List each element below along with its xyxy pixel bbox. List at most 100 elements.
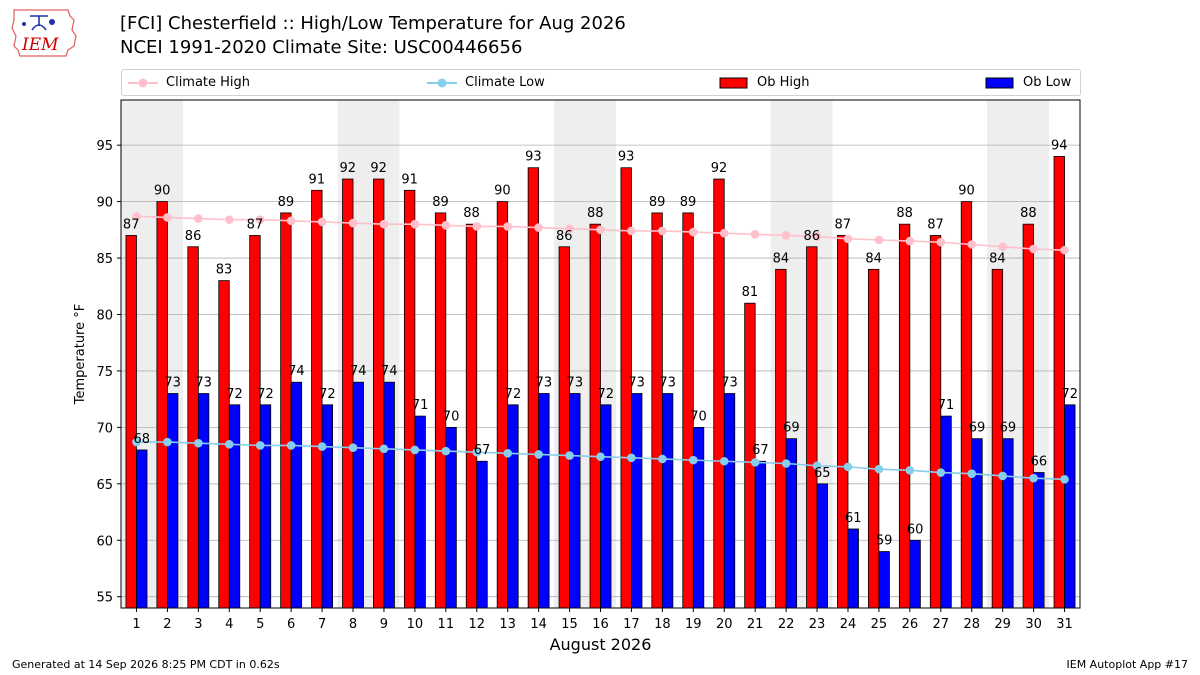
climate-low-point	[410, 445, 420, 455]
bar-ob-high	[713, 178, 725, 609]
label-ob-high: 81	[742, 285, 759, 300]
label-ob-low: 72	[226, 387, 243, 402]
x-tick-label: 30	[1025, 617, 1042, 632]
climate-low-point	[998, 471, 1007, 481]
label-ob-low: 73	[536, 376, 553, 391]
label-ob-low: 73	[721, 376, 738, 391]
climate-high-point	[441, 221, 451, 230]
climate-high-point	[194, 214, 203, 223]
x-tick-label: 3	[194, 617, 202, 632]
bar-ob-low	[383, 381, 395, 609]
climate-low-point	[905, 465, 915, 475]
x-tick-label: 31	[1056, 617, 1073, 632]
label-ob-high: 87	[123, 217, 140, 232]
bar-ob-high	[125, 235, 137, 609]
bar-ob-high	[960, 201, 973, 609]
bar-ob-high	[991, 268, 1004, 609]
x-tick-label: 13	[499, 617, 516, 632]
bar-ob-low	[136, 449, 148, 609]
label-ob-low: 72	[319, 387, 336, 402]
label-ob-low: 73	[567, 376, 584, 391]
x-tick-label: 23	[809, 617, 826, 632]
climate-low-point	[750, 458, 760, 467]
y-tick-label: 95	[96, 139, 113, 154]
climate-high-point	[596, 225, 605, 235]
x-tick-label: 2	[163, 617, 171, 632]
climate-low-point	[472, 447, 482, 457]
label-ob-low: 70	[443, 409, 460, 424]
climate-high-point	[503, 222, 512, 231]
x-tick-label: 16	[592, 617, 609, 632]
climate-high-point	[1029, 244, 1038, 254]
x-tick-label: 9	[380, 617, 388, 632]
x-tick-label: 19	[685, 617, 702, 632]
label-ob-low: 59	[876, 534, 893, 549]
label-ob-high: 92	[339, 161, 356, 176]
climate-high-point	[658, 226, 667, 236]
y-tick-label: 75	[96, 365, 113, 380]
climate-high-point	[565, 224, 574, 233]
bar-ob-low	[414, 415, 426, 609]
x-tick-label: 15	[561, 617, 578, 632]
bar-ob-low	[754, 460, 767, 609]
label-ob-low: 69	[783, 421, 800, 436]
climate-low-point	[689, 455, 698, 465]
x-tick-label: 29	[994, 617, 1011, 632]
x-tick-label: 6	[287, 617, 295, 632]
label-ob-high: 87	[834, 217, 851, 232]
climate-low-point	[812, 461, 822, 471]
chart-legend: Climate High Climate Low Ob High Ob Low	[121, 69, 1081, 96]
bar-ob-low	[631, 393, 643, 609]
logo-text: IEM	[21, 35, 59, 55]
legend-swatch-climate-low	[427, 78, 457, 87]
x-tick-label: 20	[716, 617, 733, 632]
label-ob-high: 91	[309, 172, 326, 187]
bar-ob-low	[1064, 404, 1076, 609]
climate-low-point	[132, 437, 141, 447]
legend-item-ob-low: Ob Low	[985, 70, 1071, 95]
generated-timestamp: Generated at 14 Sep 2026 8:25 PM CDT in …	[12, 658, 280, 671]
bar-ob-low	[600, 404, 612, 609]
bar-ob-low	[940, 415, 952, 609]
label-ob-low: 72	[597, 387, 614, 402]
x-tick-label: 8	[349, 617, 357, 632]
label-ob-high: 86	[556, 229, 573, 244]
x-tick-label: 25	[871, 617, 888, 632]
label-ob-low: 74	[350, 364, 367, 379]
climate-low-point	[781, 459, 791, 468]
climate-low-point	[1029, 473, 1038, 483]
climate-high-point	[163, 213, 172, 222]
label-ob-low: 72	[257, 387, 274, 402]
climate-low-point	[163, 437, 172, 447]
label-ob-high: 90	[494, 184, 511, 199]
climate-low-point	[286, 441, 296, 450]
climate-high-point	[534, 223, 543, 232]
bar-ob-low	[538, 393, 550, 609]
label-ob-low: 70	[690, 409, 707, 424]
x-tick-label: 4	[225, 617, 233, 632]
legend-label-ob-high: Ob High	[757, 75, 810, 90]
climate-low-point	[317, 442, 327, 451]
label-ob-high: 89	[432, 195, 449, 210]
label-ob-high: 84	[989, 251, 1006, 266]
label-ob-high: 89	[649, 195, 666, 210]
label-ob-high: 88	[896, 206, 913, 221]
label-ob-high: 89	[680, 195, 697, 210]
label-ob-low: 67	[752, 443, 769, 458]
bar-ob-low	[816, 483, 828, 609]
climate-high-point	[255, 215, 265, 224]
label-ob-high: 89	[278, 195, 295, 210]
bar-ob-high	[558, 246, 570, 609]
legend-item-climate-high: Climate High	[128, 70, 250, 95]
label-ob-low: 66	[1031, 455, 1048, 470]
x-tick-label: 1	[132, 617, 140, 632]
climate-low-point	[379, 444, 389, 454]
y-tick-label: 85	[96, 252, 113, 267]
legend-item-ob-high: Ob High	[719, 70, 810, 95]
bar-ob-high	[868, 268, 880, 609]
label-ob-low: 74	[288, 364, 305, 379]
bar-ob-high	[249, 235, 261, 609]
iem-logo: IEM	[11, 9, 77, 57]
label-ob-high: 92	[370, 161, 387, 176]
climate-high-point	[472, 222, 482, 231]
